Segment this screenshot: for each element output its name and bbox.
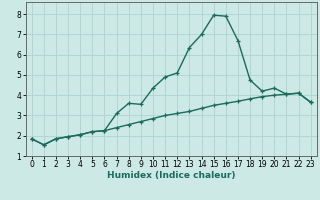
X-axis label: Humidex (Indice chaleur): Humidex (Indice chaleur) bbox=[107, 171, 236, 180]
